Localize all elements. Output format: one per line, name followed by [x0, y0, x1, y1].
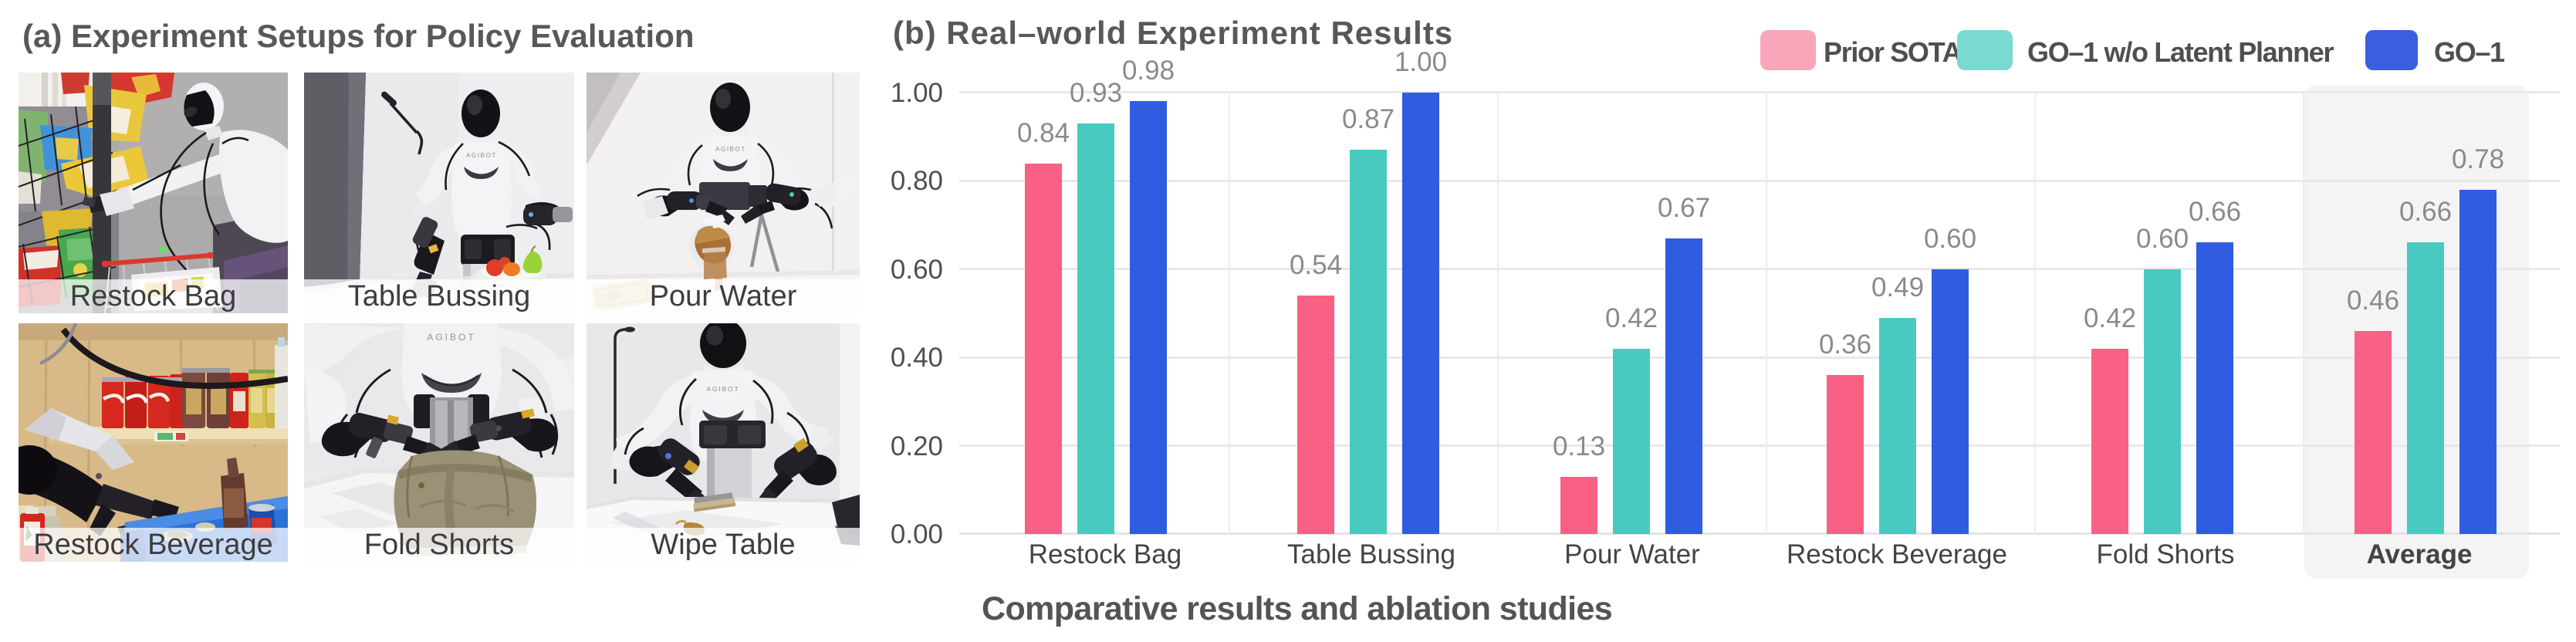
svg-text:AGIBOT: AGIBOT — [715, 146, 746, 153]
svg-text:AGIBOT: AGIBOT — [466, 152, 497, 159]
svg-text:AGIBOT: AGIBOT — [707, 385, 740, 393]
svg-text:AGIBOT: AGIBOT — [427, 332, 475, 343]
